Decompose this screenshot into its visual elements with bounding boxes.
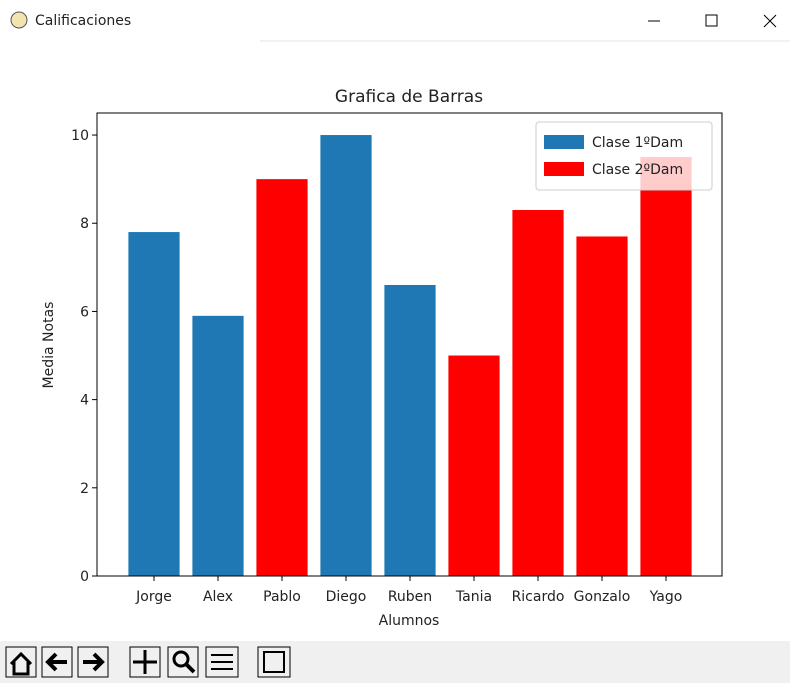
legend-label: Clase 2ºDam <box>592 162 683 178</box>
bar <box>320 135 372 577</box>
chart-title: Grafica de Barras <box>335 87 483 107</box>
x-tick-label: Alex <box>203 589 233 605</box>
x-axis-label: Alumnos <box>379 613 440 629</box>
x-tick-label: Pablo <box>263 589 301 605</box>
bar <box>384 284 436 576</box>
bar <box>576 236 628 576</box>
window-title: Calificaciones <box>35 13 131 29</box>
y-tick-label: 2 <box>80 481 89 497</box>
bar <box>448 355 500 576</box>
back-icon <box>45 652 67 672</box>
y-tick-label: 8 <box>80 216 89 232</box>
bar <box>512 210 564 576</box>
legend-box <box>535 121 713 191</box>
x-tick-label: Ruben <box>388 589 432 605</box>
toolbar-buttons <box>5 646 291 678</box>
app-icon <box>10 11 28 29</box>
x-tick-label: Yago <box>649 589 683 605</box>
y-tick-label: 10 <box>71 128 89 144</box>
save-icon <box>263 651 285 673</box>
pan-icon <box>133 650 157 674</box>
configure-icon <box>211 654 233 670</box>
bar <box>128 232 180 577</box>
toolbar <box>0 641 790 683</box>
zoom-handle <box>184 662 196 674</box>
legend-swatch <box>544 162 584 176</box>
bar <box>256 179 308 576</box>
x-tick-label: Tania <box>455 589 492 605</box>
zoom-icon <box>172 650 190 668</box>
y-tick-label: 0 <box>80 569 89 585</box>
plot-frame <box>96 112 723 577</box>
legend-label: Clase 1ºDam <box>592 135 683 151</box>
bar <box>640 157 692 576</box>
legend-swatch <box>544 135 584 149</box>
x-tick-label: Ricardo <box>512 589 565 605</box>
bar <box>192 315 244 576</box>
title-bar <box>0 0 790 40</box>
forward-icon <box>83 652 105 672</box>
y-tick-label: 4 <box>80 393 89 409</box>
y-tick-label: 6 <box>80 304 89 320</box>
home-icon <box>9 651 33 676</box>
y-axis-label: Media Notas <box>41 302 57 389</box>
close-button[interactable] <box>763 14 777 28</box>
maximize-button[interactable] <box>705 14 718 27</box>
x-tick-label: Gonzalo <box>574 589 631 605</box>
x-tick-label: Jorge <box>135 589 172 605</box>
x-tick-label: Diego <box>326 589 367 605</box>
